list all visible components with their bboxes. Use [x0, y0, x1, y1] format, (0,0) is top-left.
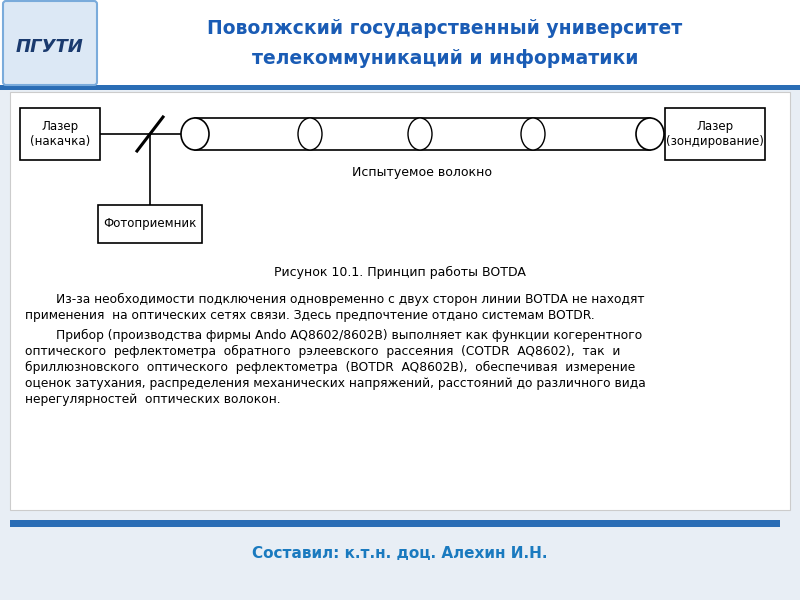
- Text: Прибор (производства фирмы Ando AQ8602/8602B) выполняет как функции когерентного: Прибор (производства фирмы Ando AQ8602/8…: [25, 329, 642, 342]
- Text: Поволжский государственный университет: Поволжский государственный университет: [207, 19, 682, 37]
- Bar: [10, 92, 790, 510]
- Text: Испытуемое волокно: Испытуемое волокно: [353, 166, 493, 179]
- Text: применения  на оптических сетях связи. Здесь предпочтение отдано системам BOTDR.: применения на оптических сетях связи. Зд…: [25, 309, 594, 322]
- Text: бриллюзновского  оптического  рефлектометра  (BOTDR  AQ8602B),  обеспечивая  изм: бриллюзновского оптического рефлектометр…: [25, 361, 635, 374]
- Ellipse shape: [181, 118, 209, 150]
- Bar: [10, 520, 780, 527]
- Text: Лазер
(зондирование): Лазер (зондирование): [666, 120, 764, 148]
- Bar: [195, 118, 650, 150]
- Text: Фотоприемник: Фотоприемник: [103, 217, 197, 230]
- Ellipse shape: [298, 118, 322, 150]
- Text: ПГУТИ: ПГУТИ: [16, 38, 84, 56]
- Text: нерегулярностей  оптических волокон.: нерегулярностей оптических волокон.: [25, 393, 281, 406]
- Text: телекоммуникаций и информатики: телекоммуникаций и информатики: [252, 49, 638, 67]
- Text: Рисунок 10.1. Принцип работы BOTDA: Рисунок 10.1. Принцип работы BOTDA: [274, 265, 526, 278]
- Text: Составил: к.т.н. доц. Алехин И.Н.: Составил: к.т.н. доц. Алехин И.Н.: [252, 545, 548, 560]
- Text: оптического  рефлектометра  обратного  рэлеевского  рассеяния  (COTDR  AQ8602), : оптического рефлектометра обратного рэле…: [25, 345, 620, 358]
- FancyBboxPatch shape: [3, 1, 97, 85]
- Ellipse shape: [636, 118, 664, 150]
- Bar: [20, 108, 100, 160]
- Bar: [665, 108, 765, 160]
- Bar: [98, 205, 202, 243]
- Ellipse shape: [408, 118, 432, 150]
- Text: оценок затухания, распределения механических напряжений, расстояний до различног: оценок затухания, распределения механиче…: [25, 377, 646, 390]
- Ellipse shape: [521, 118, 545, 150]
- Bar: [0, 0, 800, 90]
- Text: Из-за необходимости подключения одновременно с двух сторон линии BOTDA не находя: Из-за необходимости подключения одноврем…: [25, 293, 645, 306]
- Text: Лазер
(накачка): Лазер (накачка): [30, 120, 90, 148]
- Bar: [0, 85, 800, 90]
